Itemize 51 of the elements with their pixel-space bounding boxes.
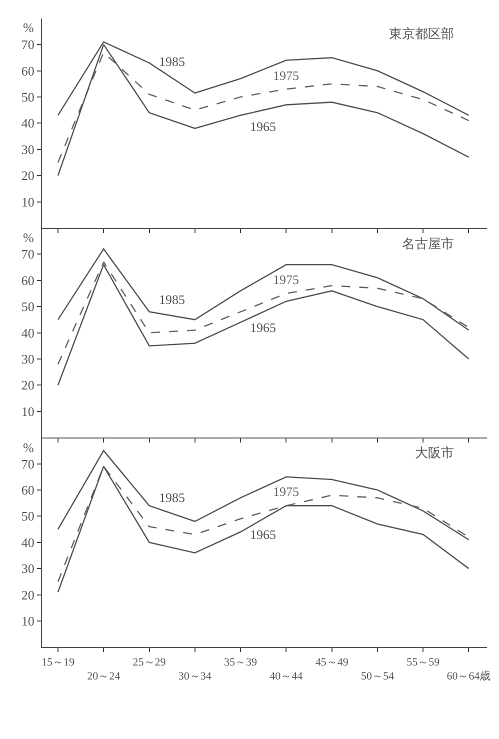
x-tick-label: 20～24 [87, 670, 121, 683]
series-label: 1965 [250, 527, 276, 542]
y-tick-label: 70 [21, 456, 34, 472]
x-tick-label: 60～64歳 [446, 670, 491, 683]
series-label: 1965 [250, 119, 276, 134]
y-tick-label: 10 [21, 404, 34, 419]
y-axis-title: % [23, 20, 34, 35]
y-tick-label: 20 [21, 587, 34, 602]
y-tick-label: 70 [21, 246, 34, 262]
y-tick-label: 40 [21, 325, 34, 340]
line-series [57, 52, 470, 164]
y-tick-label: 60 [21, 482, 34, 498]
y-tick-label: 50 [21, 90, 34, 105]
line-series [57, 261, 470, 365]
series-label: 1985 [159, 54, 185, 69]
series-label: 1975 [273, 68, 299, 83]
line-series [57, 44, 470, 176]
y-tick-label: 70 [21, 37, 34, 52]
y-tick-label: 30 [21, 142, 34, 157]
x-tick-label: 30～34 [178, 670, 212, 683]
y-tick-label: 20 [21, 378, 34, 393]
line-series [57, 248, 470, 331]
series-label: 1985 [159, 490, 185, 505]
series-label: 1965 [250, 320, 276, 335]
y-tick-label: 50 [21, 299, 34, 314]
x-tick-label: 50～54 [360, 670, 394, 683]
series-label: 1975 [273, 484, 299, 499]
y-tick-label: 50 [21, 508, 34, 524]
x-tick-label: 55～59 [406, 656, 440, 668]
y-axis-title: % [23, 230, 34, 245]
x-tick-label: 15～19 [41, 656, 75, 668]
x-tick-label: 45～49 [315, 656, 349, 668]
x-tick-label: 25～29 [132, 656, 166, 668]
y-tick-label: 10 [21, 194, 34, 210]
y-tick-label: 40 [21, 116, 34, 131]
series-label: 1975 [273, 272, 299, 287]
y-axis-title: % [23, 440, 34, 455]
y-tick-label: 40 [21, 534, 34, 550]
text: 大阪市 [415, 446, 454, 461]
y-tick-label: 60 [21, 63, 34, 78]
y-tick-label: 10 [21, 614, 34, 629]
text: 東京都区部 [389, 27, 454, 42]
series-label: 1985 [159, 292, 185, 307]
text: 名古屋市 [402, 237, 454, 252]
line-series [57, 264, 470, 386]
x-tick-label: 40～44 [270, 670, 304, 683]
y-tick-label: 30 [21, 352, 34, 367]
x-tick-label: 35～39 [224, 656, 258, 668]
y-tick-label: 20 [21, 168, 34, 184]
y-tick-label: 30 [21, 561, 34, 576]
y-tick-label: 60 [21, 272, 34, 288]
